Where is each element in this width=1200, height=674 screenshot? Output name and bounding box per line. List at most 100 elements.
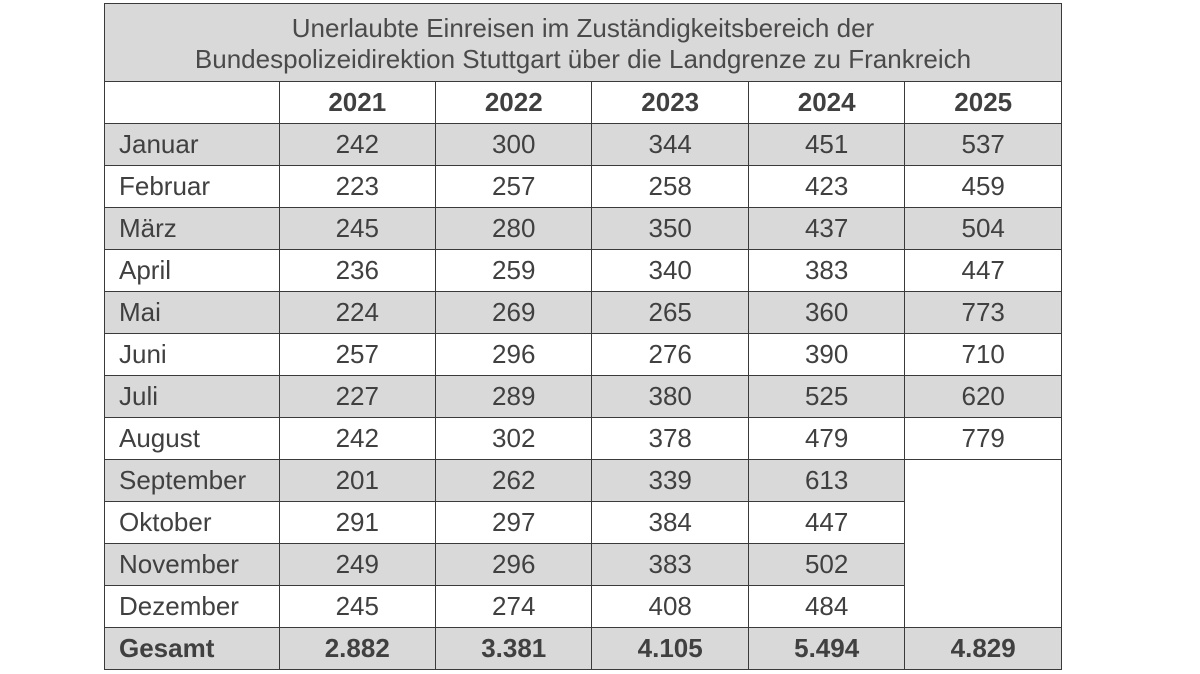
value-cell: 296: [434, 333, 593, 376]
table-row: Juli 227 289 380 525 620: [104, 375, 1062, 418]
value-cell: 245: [278, 207, 437, 250]
table-row: Oktober 291 297 384 447: [104, 501, 1062, 544]
value-cell: 276: [591, 333, 749, 376]
table-row: September 201 262 339 613: [104, 459, 1062, 628]
value-cell: 384: [591, 501, 749, 544]
table-row: November 249 296 383 502: [104, 543, 1062, 586]
value-cell: 274: [434, 585, 593, 628]
year-header-2021: 2021: [278, 81, 437, 124]
value-cell: 257: [278, 333, 437, 376]
value-cell: 773: [904, 291, 1062, 334]
total-row: Gesamt 2.882 3.381 4.105 5.494 4.829: [104, 627, 1062, 670]
value-cell: 459: [904, 165, 1062, 208]
value-cell: 300: [434, 123, 593, 166]
value-cell: 437: [747, 207, 906, 250]
value-cell: 227: [278, 375, 437, 418]
value-cell: 296: [434, 543, 593, 586]
value-cell: 236: [278, 249, 437, 292]
value-cell: 484: [747, 585, 906, 628]
value-cell: 710: [904, 333, 1062, 376]
table-row: Januar 242 300 344 451 537: [104, 123, 1062, 166]
empty-cell: [904, 459, 1062, 628]
month-cell: März: [104, 207, 280, 250]
value-cell: 289: [434, 375, 593, 418]
table-row: Mai 224 269 265 360 773: [104, 291, 1062, 334]
value-cell: 390: [747, 333, 906, 376]
total-2025: 4.829: [904, 627, 1062, 670]
entries-table: Unerlaubte Einreisen im Zuständigkeitsbe…: [104, 3, 1062, 670]
value-cell: 249: [278, 543, 437, 586]
value-cell: 451: [747, 123, 906, 166]
table-row: Februar 223 257 258 423 459: [104, 165, 1062, 208]
table-row: März 245 280 350 437 504: [104, 207, 1062, 250]
value-cell: 259: [434, 249, 593, 292]
year-header-2022: 2022: [434, 81, 593, 124]
month-cell: Dezember: [104, 585, 280, 628]
table-row: August 242 302 378 479 779: [104, 417, 1062, 460]
total-2024: 5.494: [747, 627, 906, 670]
table-row: April 236 259 340 383 447: [104, 249, 1062, 292]
month-cell: November: [104, 543, 280, 586]
value-cell: 344: [591, 123, 749, 166]
table-title: Unerlaubte Einreisen im Zuständigkeitsbe…: [104, 3, 1062, 82]
value-cell: 297: [434, 501, 593, 544]
month-cell: Oktober: [104, 501, 280, 544]
value-cell: 383: [747, 249, 906, 292]
value-cell: 223: [278, 165, 437, 208]
total-2022: 3.381: [434, 627, 593, 670]
month-cell: August: [104, 417, 280, 460]
month-cell: Juni: [104, 333, 280, 376]
value-cell: 340: [591, 249, 749, 292]
value-cell: 257: [434, 165, 593, 208]
value-cell: 262: [434, 459, 593, 502]
value-cell: 242: [278, 123, 437, 166]
value-cell: 265: [591, 291, 749, 334]
table-title-line-1: Unerlaubte Einreisen im Zuständigkeitsbe…: [291, 12, 875, 43]
value-cell: 258: [591, 165, 749, 208]
month-cell: Januar: [104, 123, 280, 166]
month-cell: Mai: [104, 291, 280, 334]
table-title-line-2: Bundespolizeidirektion Stuttgart über di…: [194, 43, 972, 74]
value-cell: 383: [591, 543, 749, 586]
month-cell: April: [104, 249, 280, 292]
value-cell: 291: [278, 501, 437, 544]
value-cell: 350: [591, 207, 749, 250]
value-cell: 245: [278, 585, 437, 628]
value-cell: 447: [747, 501, 906, 544]
value-cell: 537: [904, 123, 1062, 166]
value-cell: 224: [278, 291, 437, 334]
value-cell: 339: [591, 459, 749, 502]
value-cell: 242: [278, 417, 437, 460]
value-cell: 620: [904, 375, 1062, 418]
value-cell: 525: [747, 375, 906, 418]
value-cell: 502: [747, 543, 906, 586]
month-cell: September: [104, 459, 280, 502]
value-cell: 504: [904, 207, 1062, 250]
value-cell: 280: [434, 207, 593, 250]
month-cell: Februar: [104, 165, 280, 208]
value-cell: 378: [591, 417, 749, 460]
value-cell: 269: [434, 291, 593, 334]
total-2021: 2.882: [278, 627, 437, 670]
value-cell: 479: [747, 417, 906, 460]
value-cell: 613: [747, 459, 906, 502]
year-header-2024: 2024: [747, 81, 906, 124]
value-cell: 408: [591, 585, 749, 628]
value-cell: 447: [904, 249, 1062, 292]
value-cell: 380: [591, 375, 749, 418]
table-body: Januar 242 300 344 451 537 Februar 223 257 258 423…: [104, 123, 1062, 628]
value-cell: 779: [904, 417, 1062, 460]
value-cell: 302: [434, 417, 593, 460]
header-corner-cell: [104, 81, 280, 124]
year-header-row: 2021 2022 2023 2024 2025: [104, 81, 1062, 124]
year-header-2025: 2025: [904, 81, 1062, 124]
value-cell: 360: [747, 291, 906, 334]
table-row: Juni 257 296 276 390 710: [104, 333, 1062, 376]
total-label: Gesamt: [104, 627, 280, 670]
total-2023: 4.105: [591, 627, 749, 670]
value-cell: 201: [278, 459, 437, 502]
month-cell: Juli: [104, 375, 280, 418]
value-cell: 423: [747, 165, 906, 208]
year-header-2023: 2023: [591, 81, 749, 124]
